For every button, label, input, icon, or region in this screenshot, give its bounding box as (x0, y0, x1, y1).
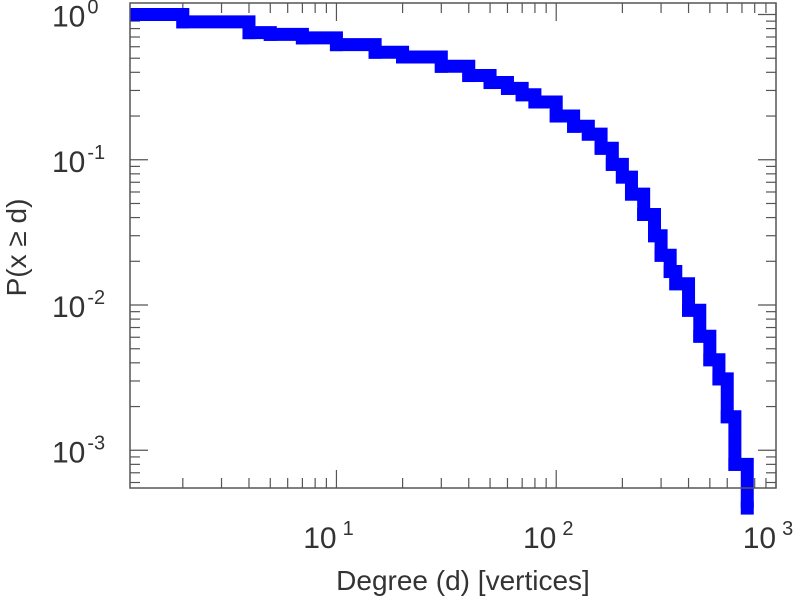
ccdf-data-point (500, 81, 514, 95)
x-axis-label: Degree (d) [vertices] (336, 565, 590, 596)
ccdf-data-point (549, 109, 563, 123)
ccdf-data-point (663, 265, 677, 279)
ccdf-data-point (693, 329, 707, 343)
ccdf-data-point (242, 26, 256, 40)
ccdf-data-point (295, 31, 309, 45)
ccdf-data-point (740, 501, 754, 515)
ccdf-data-point (396, 50, 410, 64)
ccdf-data-point (669, 277, 683, 291)
ccdf-data-point (483, 76, 497, 90)
ccdf-data-point (176, 15, 190, 29)
ccdf-data-point (682, 303, 696, 317)
ccdf-data-point (515, 88, 529, 102)
plot-frame (129, 2, 777, 489)
ccdf-data-point (605, 157, 619, 171)
ccdf-data-point (462, 69, 476, 83)
ccdf-data-point (703, 353, 717, 367)
ccdf-data-point (624, 187, 638, 201)
ccdf-data-point (528, 95, 542, 109)
tick-marks (130, 3, 777, 488)
ccdf-data-point (581, 127, 595, 141)
ccdf-data-point (712, 372, 726, 386)
ccdf-data-point (637, 207, 651, 221)
y-tick-label: 10 -2 (52, 287, 105, 324)
ccdf-data-point (434, 59, 448, 73)
ccdf-data-point (615, 170, 629, 184)
ccdf-data-point (720, 410, 734, 424)
series-layer (130, 8, 754, 515)
ccdf-data-point (594, 141, 608, 155)
ccdf-data-point (329, 38, 343, 52)
ccdf-data-point (567, 119, 581, 133)
y-axis-label: P(x ≥ d) (1, 199, 32, 297)
ccdf-data-point (647, 229, 661, 243)
ccdf-data-point (368, 45, 382, 59)
ccdf-data-point (263, 27, 277, 41)
ccdf-data-point (728, 457, 742, 471)
ccdf-data-point (654, 248, 668, 262)
